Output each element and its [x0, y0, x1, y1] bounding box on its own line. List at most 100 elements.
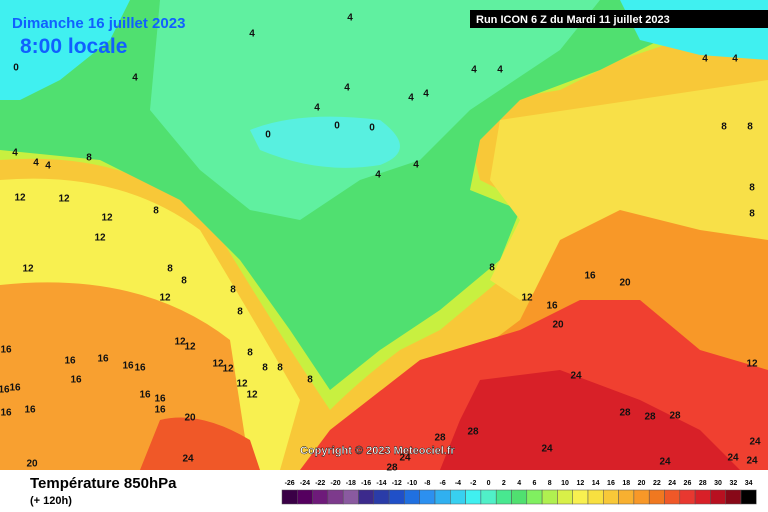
- legend-tick-label: 22: [653, 480, 661, 487]
- contour-label: 12: [246, 390, 258, 401]
- legend-swatch: [694, 489, 711, 505]
- contour-label: 4: [471, 65, 477, 76]
- contour-label: 28: [669, 411, 681, 422]
- contour-label: 8: [749, 209, 755, 220]
- legend-swatch: [557, 489, 573, 505]
- legend-swatch: [511, 489, 528, 505]
- legend-tick-label: 20: [638, 480, 646, 487]
- legend-tick-label: -4: [455, 480, 461, 487]
- legend-tick-label: 8: [548, 480, 552, 487]
- legend-tick-label: -22: [315, 480, 325, 487]
- contour-label: 16: [0, 408, 12, 419]
- contour-label: 4: [314, 103, 320, 114]
- contour-label: 12: [521, 293, 533, 304]
- legend-tick-label: 32: [729, 480, 737, 487]
- legend-swatch: [603, 489, 619, 505]
- contour-label: 24: [399, 453, 411, 464]
- contour-label: 16: [64, 356, 76, 367]
- region: [140, 417, 260, 470]
- legend-swatch: [312, 489, 329, 505]
- contour-label: 12: [746, 359, 758, 370]
- legend-tick-label: 28: [699, 480, 707, 487]
- legend-tick-label: -14: [376, 480, 386, 487]
- legend-swatch: [342, 489, 359, 505]
- contour-label: 20: [26, 459, 38, 470]
- contour-label: 16: [0, 345, 12, 356]
- contour-label: 12: [174, 337, 186, 348]
- contour-label: 0: [265, 130, 271, 141]
- contour-label: 4: [249, 29, 255, 40]
- legend-swatch: [618, 489, 635, 505]
- region: [0, 0, 130, 100]
- contour-label: 16: [134, 363, 146, 374]
- contour-label: 28: [619, 408, 631, 419]
- legend-tick-label: -24: [300, 480, 310, 487]
- contour-label: 16: [584, 271, 596, 282]
- contour-label: 8: [167, 264, 173, 275]
- run-label: Run ICON 6 Z du Mardi 11 juillet 2023: [476, 14, 670, 26]
- legend-swatch: [358, 489, 375, 505]
- legend-swatch: [587, 489, 604, 505]
- legend: -26 -24 -22 -20 -18 -16 -14 -12 -10 -8 -6 -4 -2 0 2 4 6 8…: [281, 480, 757, 505]
- legend-swatch: [664, 489, 681, 505]
- contour-label: 16: [546, 301, 558, 312]
- legend-tick-label: 16: [607, 480, 615, 487]
- contour-label: 0: [369, 123, 375, 134]
- legend-swatch: [434, 489, 451, 505]
- contour-label: 20: [184, 413, 196, 424]
- contour-label: 16: [24, 405, 36, 416]
- contour-label: 12: [14, 193, 26, 204]
- legend-swatch: [373, 489, 390, 505]
- contour-label: 12: [159, 293, 171, 304]
- contour-label: 24: [182, 454, 194, 465]
- contour-label: 4: [702, 54, 708, 65]
- legend-tick-label: -10: [407, 480, 417, 487]
- legend-swatch: [633, 489, 650, 505]
- legend-swatch: [648, 489, 665, 505]
- region: [150, 0, 600, 220]
- contour-label: 12: [184, 342, 196, 353]
- legend-tick-label: 24: [668, 480, 676, 487]
- contour-label: 16: [70, 375, 82, 386]
- contour-label: 8: [262, 363, 268, 374]
- legend-tick-label: 26: [684, 480, 692, 487]
- run-box: [470, 10, 768, 28]
- contour-label: 8: [277, 363, 283, 374]
- contour-label: 12: [58, 194, 70, 205]
- contour-label: 4: [33, 158, 39, 169]
- legend-swatch: [404, 489, 420, 505]
- contour-label: 4: [132, 73, 138, 84]
- legend-tick-label: 14: [592, 480, 600, 487]
- contour-label: 16: [154, 394, 166, 405]
- contour-label: 12: [94, 233, 106, 244]
- legend-swatch: [526, 489, 543, 505]
- legend-swatch: [710, 489, 726, 505]
- legend-tick-label: -6: [440, 480, 446, 487]
- legend-tick-label: -12: [392, 480, 402, 487]
- legend-tick-label: -16: [361, 480, 371, 487]
- contour-label: 0: [13, 63, 19, 74]
- contour-label: 12: [222, 364, 234, 375]
- contour-label: 24: [746, 456, 758, 467]
- contour-label: 4: [732, 54, 738, 65]
- legend-tick-label: 4: [517, 480, 521, 487]
- legend-swatch: [572, 489, 589, 505]
- legend-swatch: [297, 489, 313, 505]
- legend-tick-label: 34: [745, 480, 753, 487]
- legend-swatch: [541, 489, 558, 505]
- contour-label: 16: [97, 354, 109, 365]
- legend-swatch: [465, 489, 482, 505]
- contour-label: 8: [307, 375, 313, 386]
- legend-tick-label: 0: [487, 480, 491, 487]
- legend-tick-label: 18: [622, 480, 630, 487]
- footer-title: Température 850hPa: [30, 475, 177, 492]
- contour-label: 24: [570, 371, 582, 382]
- legend-swatch: [740, 489, 757, 505]
- legend-swatch: [495, 489, 512, 505]
- copyright: Copyright © 2023 Meteociel.fr: [300, 445, 456, 457]
- contour-label: 16: [154, 405, 166, 416]
- legend-tick-label: -26: [285, 480, 295, 487]
